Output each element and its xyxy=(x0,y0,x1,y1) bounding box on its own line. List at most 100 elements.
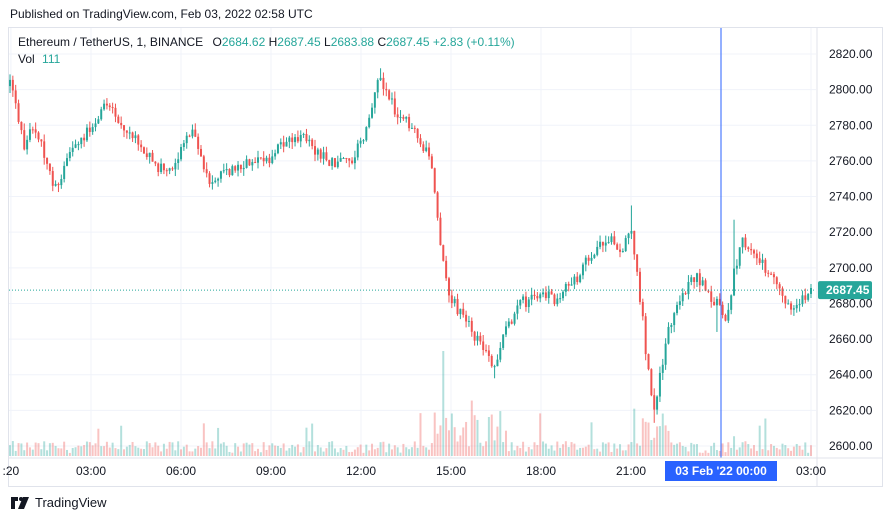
volume-bar xyxy=(393,445,396,456)
candle-body xyxy=(319,149,322,159)
volume-bar xyxy=(271,443,274,456)
volume-bar xyxy=(473,415,476,456)
volume-bar xyxy=(63,441,66,456)
volume-bar xyxy=(51,442,54,456)
candle-body xyxy=(274,153,277,157)
candle-body xyxy=(265,157,268,162)
volume-bar xyxy=(151,447,154,456)
time-tick-label: 06:00 xyxy=(166,464,196,478)
last-price-label: 2687.45 xyxy=(826,283,870,297)
candle-body xyxy=(20,121,23,131)
candle-body xyxy=(479,335,482,342)
volume-bar xyxy=(542,441,545,456)
candle-body xyxy=(621,251,624,253)
candle-body xyxy=(353,157,356,164)
candle-body xyxy=(579,275,582,283)
volume-bar xyxy=(291,444,294,456)
volume-bar xyxy=(544,443,547,456)
footer[interactable]: TradingView xyxy=(10,495,107,510)
candle-body xyxy=(447,278,450,296)
volume-bar xyxy=(100,446,103,456)
candle-body xyxy=(453,298,456,304)
candle-body xyxy=(610,236,613,243)
candle-body xyxy=(459,308,462,315)
volume-bar xyxy=(479,442,482,456)
volume-bar xyxy=(755,450,758,456)
volume-bar xyxy=(43,441,46,456)
candle-body xyxy=(425,147,428,151)
candle-body xyxy=(171,168,174,170)
candle-body xyxy=(85,127,88,141)
volume-bar xyxy=(527,447,530,456)
candle-body xyxy=(496,359,499,367)
volume-bar xyxy=(77,445,80,456)
volume-bar xyxy=(308,441,311,456)
candle-body xyxy=(467,320,470,322)
volume-bar xyxy=(470,400,473,456)
volume-bar xyxy=(550,445,553,456)
volume-bar xyxy=(619,444,622,456)
volume-bar xyxy=(445,417,448,456)
volume-bar xyxy=(567,447,570,456)
volume-bar xyxy=(197,446,200,456)
candle-body xyxy=(254,162,257,164)
candle-body xyxy=(724,314,727,321)
volume-bar xyxy=(288,448,291,456)
volume-bar xyxy=(276,445,279,456)
volume-bar xyxy=(433,412,436,456)
candle-body xyxy=(396,114,399,118)
volume-bar xyxy=(727,442,730,456)
candle-body xyxy=(237,164,240,171)
candle-body xyxy=(399,116,402,118)
change-value: +2.83 (+0.11%) xyxy=(432,35,515,49)
volume-bar xyxy=(684,446,687,456)
candle-body xyxy=(527,299,530,308)
candle-body xyxy=(288,137,291,142)
volume-bar xyxy=(804,442,807,456)
candle-body xyxy=(180,147,183,160)
candle-body xyxy=(664,343,667,365)
volume-bar xyxy=(556,441,559,456)
open-label: O xyxy=(212,35,222,49)
candle-body xyxy=(593,254,596,258)
volume-label[interactable]: Vol xyxy=(18,52,35,66)
volume-bar xyxy=(285,450,288,456)
candle-body xyxy=(624,238,627,252)
candle-body xyxy=(145,153,148,158)
candle-body xyxy=(68,151,71,159)
volume-bar xyxy=(810,445,812,456)
candle-body xyxy=(291,137,294,143)
volume-legend: Vol 111 xyxy=(18,52,60,66)
symbol-title[interactable]: Ethereum / TetherUS, 1, BINANCE xyxy=(18,35,204,49)
volume-bar xyxy=(576,449,579,456)
chart-frame[interactable] xyxy=(8,27,883,487)
volume-bar xyxy=(570,442,573,456)
volume-bar xyxy=(425,447,428,456)
volume-bar xyxy=(718,450,721,456)
candle-body xyxy=(83,137,86,141)
candle-body xyxy=(125,130,128,133)
candle-body xyxy=(34,129,37,133)
candle-body xyxy=(670,325,673,327)
candle-body xyxy=(439,217,442,246)
candle-body xyxy=(744,237,747,248)
candle-body xyxy=(111,107,114,109)
volume-bar xyxy=(758,425,761,456)
volume-bar xyxy=(593,449,596,456)
price-tick-label: 2680.00 xyxy=(829,296,873,310)
volume-bar xyxy=(57,448,60,456)
volume-bar xyxy=(485,441,488,456)
candle-body xyxy=(108,105,111,108)
volume-bar xyxy=(199,447,202,456)
volume-bar xyxy=(368,450,371,456)
volume-bar xyxy=(487,417,490,456)
candle-body xyxy=(54,183,57,186)
crosshair-time-badge xyxy=(665,461,777,481)
candle-body xyxy=(345,158,348,160)
volume-bar xyxy=(704,450,707,456)
candle-body xyxy=(690,277,693,282)
volume-bar xyxy=(154,442,157,456)
volume-bar xyxy=(507,451,510,456)
volume-bar xyxy=(795,443,798,456)
